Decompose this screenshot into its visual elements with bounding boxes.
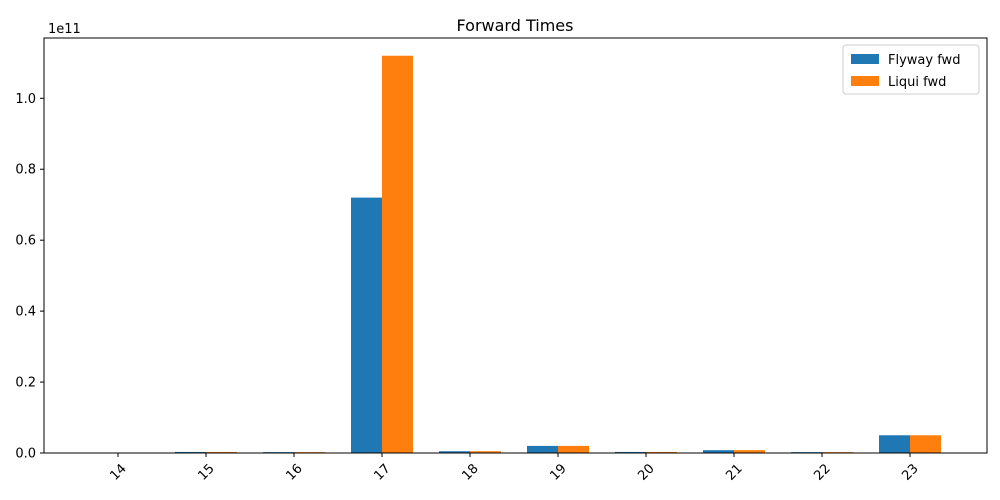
x-tick-label: 22 <box>811 461 833 483</box>
x-tick-label: 19 <box>547 461 569 483</box>
legend-label: Flyway fwd <box>888 53 960 68</box>
bar-liqui-fwd-20 <box>646 451 677 453</box>
legend-swatch <box>851 54 879 64</box>
bar-flyway-fwd-23 <box>879 435 910 453</box>
y-tick-label: 0.6 <box>15 234 36 249</box>
legend-swatch <box>851 76 879 86</box>
y-axis: 0.0 0.2 0.4 0.6 0.8 1.0 <box>15 92 44 462</box>
x-tick-label: 20 <box>635 461 657 483</box>
x-tick-label: 23 <box>899 461 921 483</box>
y-tick-label: 0.8 <box>15 163 36 178</box>
bar-flyway-fwd-18 <box>439 451 470 453</box>
bar-liqui-fwd-23 <box>910 435 941 453</box>
x-tick-label: 16 <box>283 461 305 483</box>
legend-label: Liqui fwd <box>888 75 946 90</box>
bar-liqui-fwd-18 <box>470 451 501 453</box>
x-tick-label: 17 <box>371 461 393 483</box>
bar-flyway-fwd-15 <box>175 451 206 453</box>
bar-flyway-fwd-17 <box>351 197 382 453</box>
x-tick-label: 18 <box>459 461 481 483</box>
y-tick-label: 0.2 <box>15 376 36 391</box>
y-tick-label: 1.0 <box>15 92 36 107</box>
y-axis-offset-label: 1e11 <box>48 22 81 37</box>
y-tick-label: 0.4 <box>15 305 36 320</box>
x-axis: 14 15 16 17 18 19 20 21 22 23 <box>107 453 922 484</box>
bar-flyway-fwd-20 <box>615 451 646 453</box>
bar-flyway-fwd-21 <box>703 450 734 453</box>
chart-title: Forward Times <box>457 16 574 35</box>
bar-flyway-fwd-19 <box>527 445 558 453</box>
plot-frame <box>43 37 988 454</box>
x-tick-label: 15 <box>195 461 217 483</box>
bars-group <box>87 55 941 453</box>
x-tick-label: 21 <box>723 461 745 483</box>
y-tick-label: 0.0 <box>15 447 36 462</box>
bar-liqui-fwd-15 <box>206 451 237 453</box>
bar-liqui-fwd-19 <box>558 445 589 453</box>
bar-liqui-fwd-21 <box>734 450 765 453</box>
x-tick-label: 14 <box>107 461 129 483</box>
bar-liqui-fwd-17 <box>382 55 413 453</box>
legend: Flyway fwd Liqui fwd <box>842 44 980 95</box>
